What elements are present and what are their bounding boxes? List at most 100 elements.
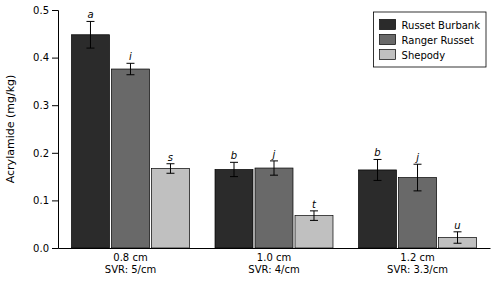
x-tick-label-line: SVR: 4/cm <box>248 264 299 275</box>
bar <box>111 69 149 248</box>
x-tick-label-line: 0.8 cm <box>113 252 147 263</box>
error-bar-cap <box>270 175 278 176</box>
plot: 0.00.10.20.30.40.50.8 cmSVR: 5/cm1.0 cmS… <box>4 5 491 275</box>
letter-label: b <box>231 150 237 161</box>
x-tick: 0.8 cmSVR: 5/cm <box>105 252 156 275</box>
y-tick-mark <box>52 153 58 154</box>
error-bar <box>414 164 422 191</box>
y-tick-mark <box>52 200 58 201</box>
legend-item: Russet Burbank <box>380 20 481 31</box>
legend-swatch <box>380 35 396 45</box>
y-tick-label: 0.1 <box>33 195 49 206</box>
x-tick-label: 0.8 cmSVR: 5/cm <box>105 252 156 275</box>
y-tick-mark <box>52 248 58 249</box>
error-bar-line <box>234 162 235 176</box>
y-axis-title: Acrylamide (mg/kg) <box>4 75 17 184</box>
error-bar-cap <box>454 231 462 232</box>
letter-label: i <box>129 51 132 62</box>
y-tick: 0.1 <box>33 195 58 206</box>
error-bar-line <box>417 164 418 191</box>
bar <box>151 169 189 248</box>
y-tick-mark <box>52 58 58 59</box>
x-tick-label-line: 1.2 cm <box>400 252 434 263</box>
y-tick-label: 0.3 <box>33 100 49 111</box>
letter-label: a <box>87 9 93 20</box>
error-bar-cap <box>86 48 94 49</box>
y-tick: 0.2 <box>33 148 58 159</box>
letter-label: j <box>271 149 276 160</box>
letter-label: t <box>312 199 317 210</box>
error-bar-cap <box>270 160 278 161</box>
x-tick: 1.2 cmSVR: 3.3/cm <box>387 252 448 275</box>
y-tick-label: 0.0 <box>33 243 49 254</box>
error-bar <box>230 162 238 176</box>
y-axis-line <box>52 11 59 249</box>
legend-item: Ranger Russet <box>380 35 474 46</box>
letter-label: b <box>374 147 380 158</box>
legend-swatch <box>380 50 396 60</box>
error-bar <box>166 164 174 174</box>
error-bar-cap <box>414 164 422 165</box>
y-tick-mark <box>52 10 58 11</box>
error-bar-line <box>274 161 275 175</box>
error-bar-cap <box>310 210 318 211</box>
error-bar-cap <box>166 163 174 164</box>
error-bar-cap <box>166 173 174 174</box>
error-bar <box>86 21 94 48</box>
error-bar-line <box>130 63 131 74</box>
error-bar-cap <box>414 190 422 191</box>
error-bar <box>310 211 318 221</box>
y-tick-label: 0.5 <box>33 5 49 16</box>
legend-item: Shepody <box>380 50 446 61</box>
bar <box>215 169 253 248</box>
bar <box>359 170 397 248</box>
bar <box>71 35 109 248</box>
x-tick-label: 1.2 cmSVR: 3.3/cm <box>387 252 448 275</box>
x-axis: 0.8 cmSVR: 5/cm1.0 cmSVR: 4/cm1.2 cmSVR:… <box>59 249 491 275</box>
bar <box>295 216 333 248</box>
error-bar-cap <box>374 180 382 181</box>
error-bar-cap <box>126 63 134 64</box>
legend-label: Russet Burbank <box>402 20 481 31</box>
x-axis-line <box>59 248 491 249</box>
x-tick: 1.0 cmSVR: 4/cm <box>248 252 299 275</box>
chart: 0.00.10.20.30.40.50.8 cmSVR: 5/cm1.0 cmS… <box>0 0 500 290</box>
error-bar-line <box>377 159 378 180</box>
y-tick: 0.0 <box>33 243 58 254</box>
y-axis: 0.0 0.1 0.2 0.3 0.4 0.5 <box>33 5 58 254</box>
error-bar-line <box>313 211 314 221</box>
series <box>71 21 396 248</box>
error-bar-cap <box>310 220 318 221</box>
legend-label: Ranger Russet <box>402 35 474 46</box>
error-bar <box>270 161 278 175</box>
y-tick-mark <box>52 105 58 106</box>
bar <box>255 168 293 248</box>
letter-label: j <box>414 152 419 163</box>
error-bar-cap <box>454 243 462 244</box>
error-bar-line <box>170 164 171 174</box>
x-tick-label-line: SVR: 5/cm <box>105 264 156 275</box>
error-bar-cap <box>126 74 134 75</box>
letter-label: s <box>168 152 173 163</box>
legend-swatch <box>380 20 396 30</box>
error-bar-cap <box>374 159 382 160</box>
letter-label: u <box>454 220 460 231</box>
x-tick-label: 1.0 cmSVR: 4/cm <box>248 252 299 275</box>
x-tick-label-line: 1.0 cm <box>257 252 291 263</box>
error-bar <box>454 232 462 243</box>
series <box>151 164 476 248</box>
y-tick: 0.4 <box>33 52 58 63</box>
error-bar-line <box>90 21 91 48</box>
legend-box <box>374 12 486 67</box>
error-bar-cap <box>230 176 238 177</box>
error-bar-cap <box>86 21 94 22</box>
error-bar <box>374 159 382 180</box>
error-bar-line <box>457 232 458 243</box>
y-tick: 0.3 <box>33 100 58 111</box>
legend: Russet Burbank Ranger Russet Shepody <box>374 12 486 67</box>
series <box>111 63 436 248</box>
y-tick: 0.5 <box>33 5 58 16</box>
y-tick-label: 0.4 <box>33 52 49 63</box>
marks <box>71 21 476 248</box>
y-tick-label: 0.2 <box>33 148 49 159</box>
